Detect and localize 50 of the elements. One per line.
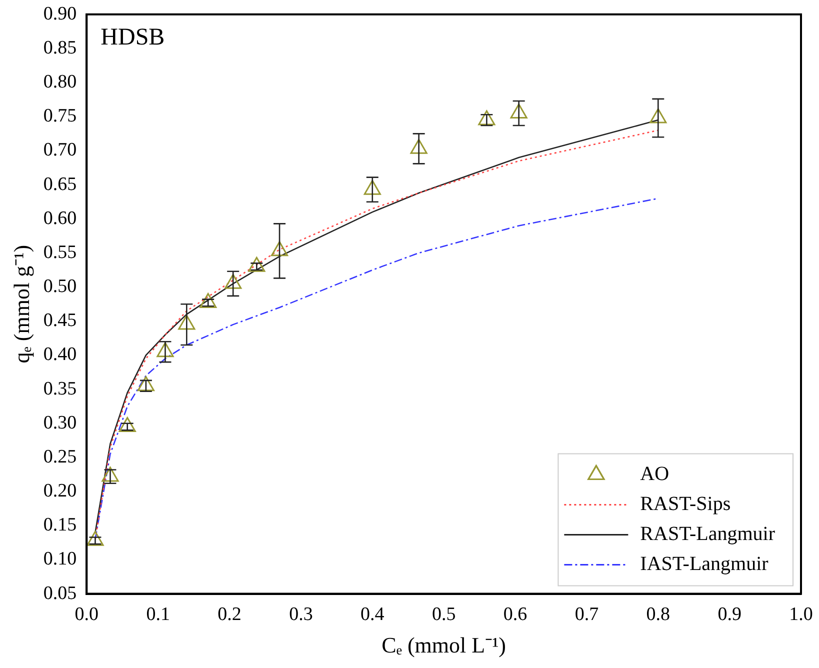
x-tick-label: 0.6 [503,604,528,626]
y-tick-label: 0.90 [43,3,77,24]
y-tick-label: 0.50 [43,276,77,298]
y-axis-title: qₑ (mmol g⁻¹) [8,244,34,364]
y-tick-label: 0.45 [43,310,77,332]
y-tick-label: 0.70 [43,140,77,161]
point [178,314,196,330]
y-tick-label: 0.55 [43,242,77,263]
point [224,274,242,289]
y-tick-label: 0.75 [43,106,77,127]
x-tick-label: 0.3 [289,604,313,626]
point [510,103,528,118]
legend-label: RAST-Langmuir [640,523,776,546]
x-tick-label: 0.7 [574,604,599,626]
point [270,241,288,256]
y-tick-label: 0.25 [43,446,77,468]
y-tick-label: 0.85 [43,37,77,58]
y-tick-label: 0.10 [43,548,77,570]
y-tick-label: 0.30 [43,412,77,434]
annotation: HDSB [100,24,165,51]
y-tick-label: 0.35 [43,378,77,400]
point [156,342,174,358]
point [248,256,266,272]
x-tick-label: 0.9 [718,604,742,626]
x-tick-label: 0.0 [74,604,99,626]
x-tick-label: 1.0 [789,604,813,626]
point [364,180,381,195]
legend-label: IAST-Langmuir [640,553,769,576]
point [200,292,217,308]
x-tick-label: 0.1 [146,604,170,626]
legend-label: AO [640,463,670,486]
y-tick-label: 0.80 [43,72,77,93]
x-tick-label: 0.5 [432,604,456,626]
point [478,110,496,126]
point [118,417,136,432]
point [410,138,428,154]
y-tick-label: 0.05 [43,582,77,604]
point [137,376,154,392]
y-tick-label: 0.65 [43,174,77,195]
y-tick-label: 0.60 [43,208,77,229]
y-tick-label: 0.40 [43,344,77,366]
x-tick-label: 0.8 [646,604,670,626]
x-axis-title: Cₑ (mmol L⁻¹) [382,632,506,658]
legend-label: RAST-Sips [640,493,731,516]
point [86,530,104,546]
y-tick-label: 0.15 [43,514,77,536]
x-tick-label: 0.4 [360,604,385,626]
y-tick-label: 0.20 [43,480,77,502]
point [650,108,667,124]
x-tick-label: 0.2 [218,604,242,626]
